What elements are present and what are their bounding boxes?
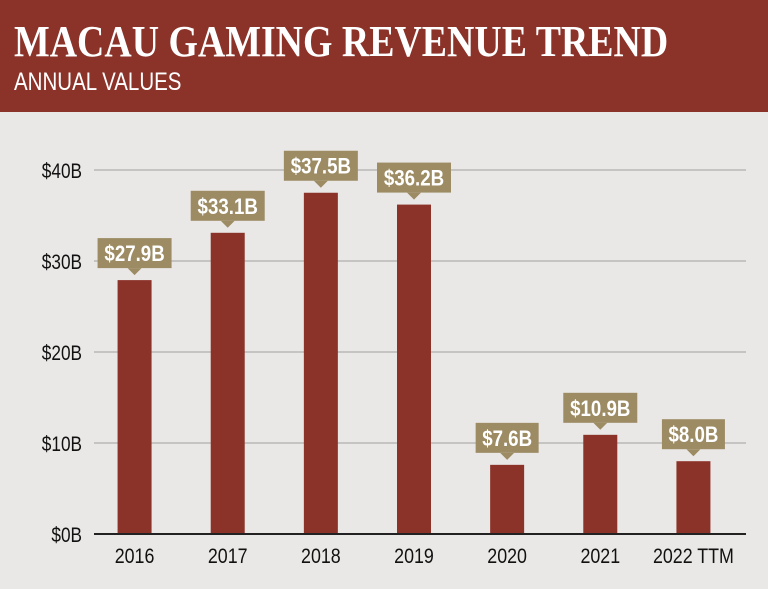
y-tick-label: $30B xyxy=(42,252,82,275)
bar xyxy=(303,192,338,534)
data-label: $27.9B xyxy=(104,243,164,267)
data-label-box xyxy=(283,150,358,181)
bar xyxy=(117,280,152,534)
x-tick-label: 2017 xyxy=(208,545,248,569)
x-tick-label: 2016 xyxy=(115,545,155,569)
data-label-pointer xyxy=(686,449,701,457)
bar xyxy=(210,232,245,535)
chart-subtitle: ANNUAL VALUES xyxy=(14,68,182,96)
data-label-pointer xyxy=(593,422,608,430)
bar xyxy=(676,461,711,534)
y-tick-label: $20B xyxy=(42,343,82,366)
data-label: $7.6B xyxy=(482,428,532,452)
data-label-pointer xyxy=(407,192,421,200)
x-tick-label: 2018 xyxy=(301,545,341,569)
x-tick-label: 2019 xyxy=(394,545,434,569)
data-label: $33.1B xyxy=(198,195,258,219)
data-label-box xyxy=(377,162,451,193)
data-label-box xyxy=(190,190,265,221)
x-tick-label: 2022 TTM xyxy=(653,545,734,569)
chart-title: MACAU GAMING REVENUE TREND xyxy=(14,17,669,66)
x-tick-label: 2021 xyxy=(580,545,620,569)
data-label-box xyxy=(475,422,539,453)
data-label: $8.0B xyxy=(668,424,718,448)
bar xyxy=(583,434,618,534)
data-label-pointer xyxy=(220,220,235,228)
x-tick-label: 2020 xyxy=(487,545,527,569)
bar xyxy=(490,464,525,534)
data-label: $37.5B xyxy=(291,155,351,179)
y-tick-label: $0B xyxy=(51,525,82,548)
data-label-box xyxy=(661,419,725,450)
y-tick-label: $10B xyxy=(42,434,82,457)
data-label: $10.9B xyxy=(570,397,630,421)
data-label-pointer xyxy=(127,268,142,276)
data-label: $36.2B xyxy=(384,167,444,191)
data-label-box xyxy=(563,392,638,423)
data-label-pointer xyxy=(500,452,515,460)
bar xyxy=(397,204,431,534)
header: MACAU GAMING REVENUE TREND ANNUAL VALUES xyxy=(0,0,768,112)
y-tick-label: $40B xyxy=(42,161,82,184)
data-label-box xyxy=(97,238,172,269)
data-label-pointer xyxy=(313,180,328,188)
